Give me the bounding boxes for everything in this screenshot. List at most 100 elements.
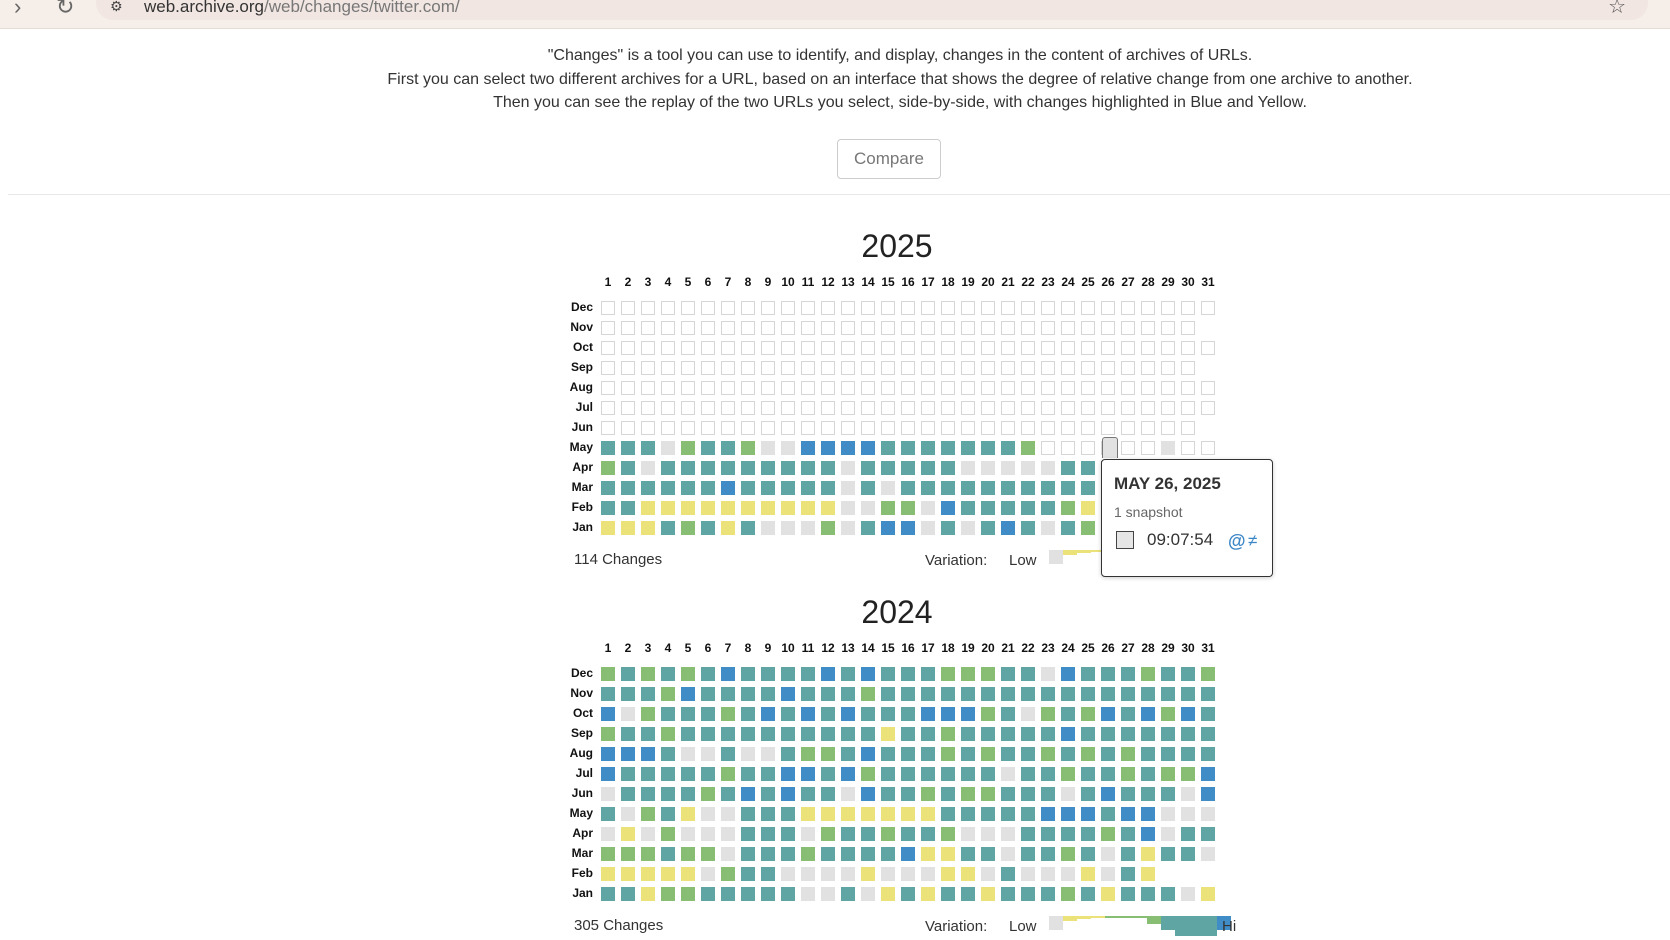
day-cell[interactable] xyxy=(861,767,875,781)
day-cell[interactable] xyxy=(921,807,935,821)
day-cell[interactable] xyxy=(1101,807,1115,821)
day-cell[interactable] xyxy=(961,687,975,701)
day-cell[interactable] xyxy=(881,501,895,515)
day-cell[interactable] xyxy=(601,441,615,455)
day-cell[interactable] xyxy=(841,747,855,761)
day-cell[interactable] xyxy=(901,521,915,535)
day-cell[interactable] xyxy=(841,847,855,861)
day-cell[interactable] xyxy=(781,481,795,495)
day-cell[interactable] xyxy=(721,727,735,741)
day-cell[interactable] xyxy=(1021,441,1035,455)
day-cell[interactable] xyxy=(601,827,615,841)
day-cell[interactable] xyxy=(641,767,655,781)
day-cell[interactable] xyxy=(1101,727,1115,741)
day-cell[interactable] xyxy=(1161,887,1175,901)
day-cell[interactable] xyxy=(761,441,775,455)
day-cell[interactable] xyxy=(841,887,855,901)
day-cell[interactable] xyxy=(901,887,915,901)
day-cell[interactable] xyxy=(941,441,955,455)
day-cell[interactable] xyxy=(921,501,935,515)
day-cell[interactable] xyxy=(701,707,715,721)
day-cell[interactable] xyxy=(761,461,775,475)
day-cell[interactable] xyxy=(961,767,975,781)
day-cell[interactable] xyxy=(781,807,795,821)
day-cell[interactable] xyxy=(941,667,955,681)
day-cell[interactable] xyxy=(1121,867,1135,881)
day-cell[interactable] xyxy=(1121,707,1135,721)
day-cell[interactable] xyxy=(661,867,675,881)
day-cell[interactable] xyxy=(741,767,755,781)
day-cell[interactable] xyxy=(621,727,635,741)
day-cell[interactable] xyxy=(1121,807,1135,821)
day-cell[interactable] xyxy=(1081,827,1095,841)
day-cell[interactable] xyxy=(901,807,915,821)
day-cell[interactable] xyxy=(621,827,635,841)
day-cell[interactable] xyxy=(681,667,695,681)
day-cell[interactable] xyxy=(941,847,955,861)
day-cell[interactable] xyxy=(1201,727,1215,741)
day-cell[interactable] xyxy=(681,521,695,535)
day-cell[interactable] xyxy=(1061,807,1075,821)
day-cell[interactable] xyxy=(661,887,675,901)
day-cell[interactable] xyxy=(1201,807,1215,821)
day-cell[interactable] xyxy=(1021,787,1035,801)
day-cell[interactable] xyxy=(661,687,675,701)
day-cell[interactable] xyxy=(821,727,835,741)
day-cell[interactable] xyxy=(941,747,955,761)
day-cell[interactable] xyxy=(621,867,635,881)
day-cell[interactable] xyxy=(941,787,955,801)
day-cell[interactable] xyxy=(981,687,995,701)
day-cell[interactable] xyxy=(721,767,735,781)
day-cell[interactable] xyxy=(621,767,635,781)
at-icon[interactable]: @ xyxy=(1228,531,1246,551)
day-cell[interactable] xyxy=(801,461,815,475)
day-cell[interactable] xyxy=(921,767,935,781)
day-cell[interactable] xyxy=(681,847,695,861)
day-cell[interactable] xyxy=(881,461,895,475)
day-cell[interactable] xyxy=(741,481,755,495)
day-cell[interactable] xyxy=(621,807,635,821)
day-cell[interactable] xyxy=(1001,521,1015,535)
day-cell[interactable] xyxy=(741,521,755,535)
day-cell[interactable] xyxy=(1101,767,1115,781)
day-cell[interactable] xyxy=(621,887,635,901)
day-cell[interactable] xyxy=(601,747,615,761)
day-cell[interactable] xyxy=(1001,747,1015,761)
day-cell[interactable] xyxy=(881,707,895,721)
day-cell[interactable] xyxy=(1101,667,1115,681)
day-cell[interactable] xyxy=(681,481,695,495)
day-cell[interactable] xyxy=(781,767,795,781)
day-cell[interactable] xyxy=(1041,807,1055,821)
day-cell[interactable] xyxy=(961,747,975,761)
day-cell[interactable] xyxy=(641,747,655,761)
day-cell[interactable] xyxy=(761,481,775,495)
day-cell[interactable] xyxy=(701,481,715,495)
day-cell[interactable] xyxy=(1141,687,1155,701)
day-cell[interactable] xyxy=(661,481,675,495)
day-cell[interactable] xyxy=(881,521,895,535)
day-cell[interactable] xyxy=(1001,727,1015,741)
day-cell[interactable] xyxy=(701,767,715,781)
day-cell[interactable] xyxy=(1021,887,1035,901)
day-cell[interactable] xyxy=(1101,867,1115,881)
day-cell[interactable] xyxy=(781,827,795,841)
day-cell[interactable] xyxy=(1041,767,1055,781)
day-cell[interactable] xyxy=(1201,847,1215,861)
day-cell[interactable] xyxy=(861,461,875,475)
day-cell[interactable] xyxy=(1121,787,1135,801)
day-cell[interactable] xyxy=(961,707,975,721)
day-cell[interactable] xyxy=(641,827,655,841)
day-cell[interactable] xyxy=(621,787,635,801)
day-cell[interactable] xyxy=(701,667,715,681)
day-cell[interactable] xyxy=(761,687,775,701)
day-cell[interactable] xyxy=(921,867,935,881)
day-cell[interactable] xyxy=(1001,827,1015,841)
day-cell[interactable] xyxy=(1141,887,1155,901)
day-cell[interactable] xyxy=(1001,887,1015,901)
day-cell[interactable] xyxy=(901,867,915,881)
day-cell[interactable] xyxy=(841,667,855,681)
day-cell[interactable] xyxy=(1181,807,1195,821)
day-cell[interactable] xyxy=(801,501,815,515)
day-cell[interactable] xyxy=(1181,667,1195,681)
day-cell[interactable] xyxy=(641,847,655,861)
